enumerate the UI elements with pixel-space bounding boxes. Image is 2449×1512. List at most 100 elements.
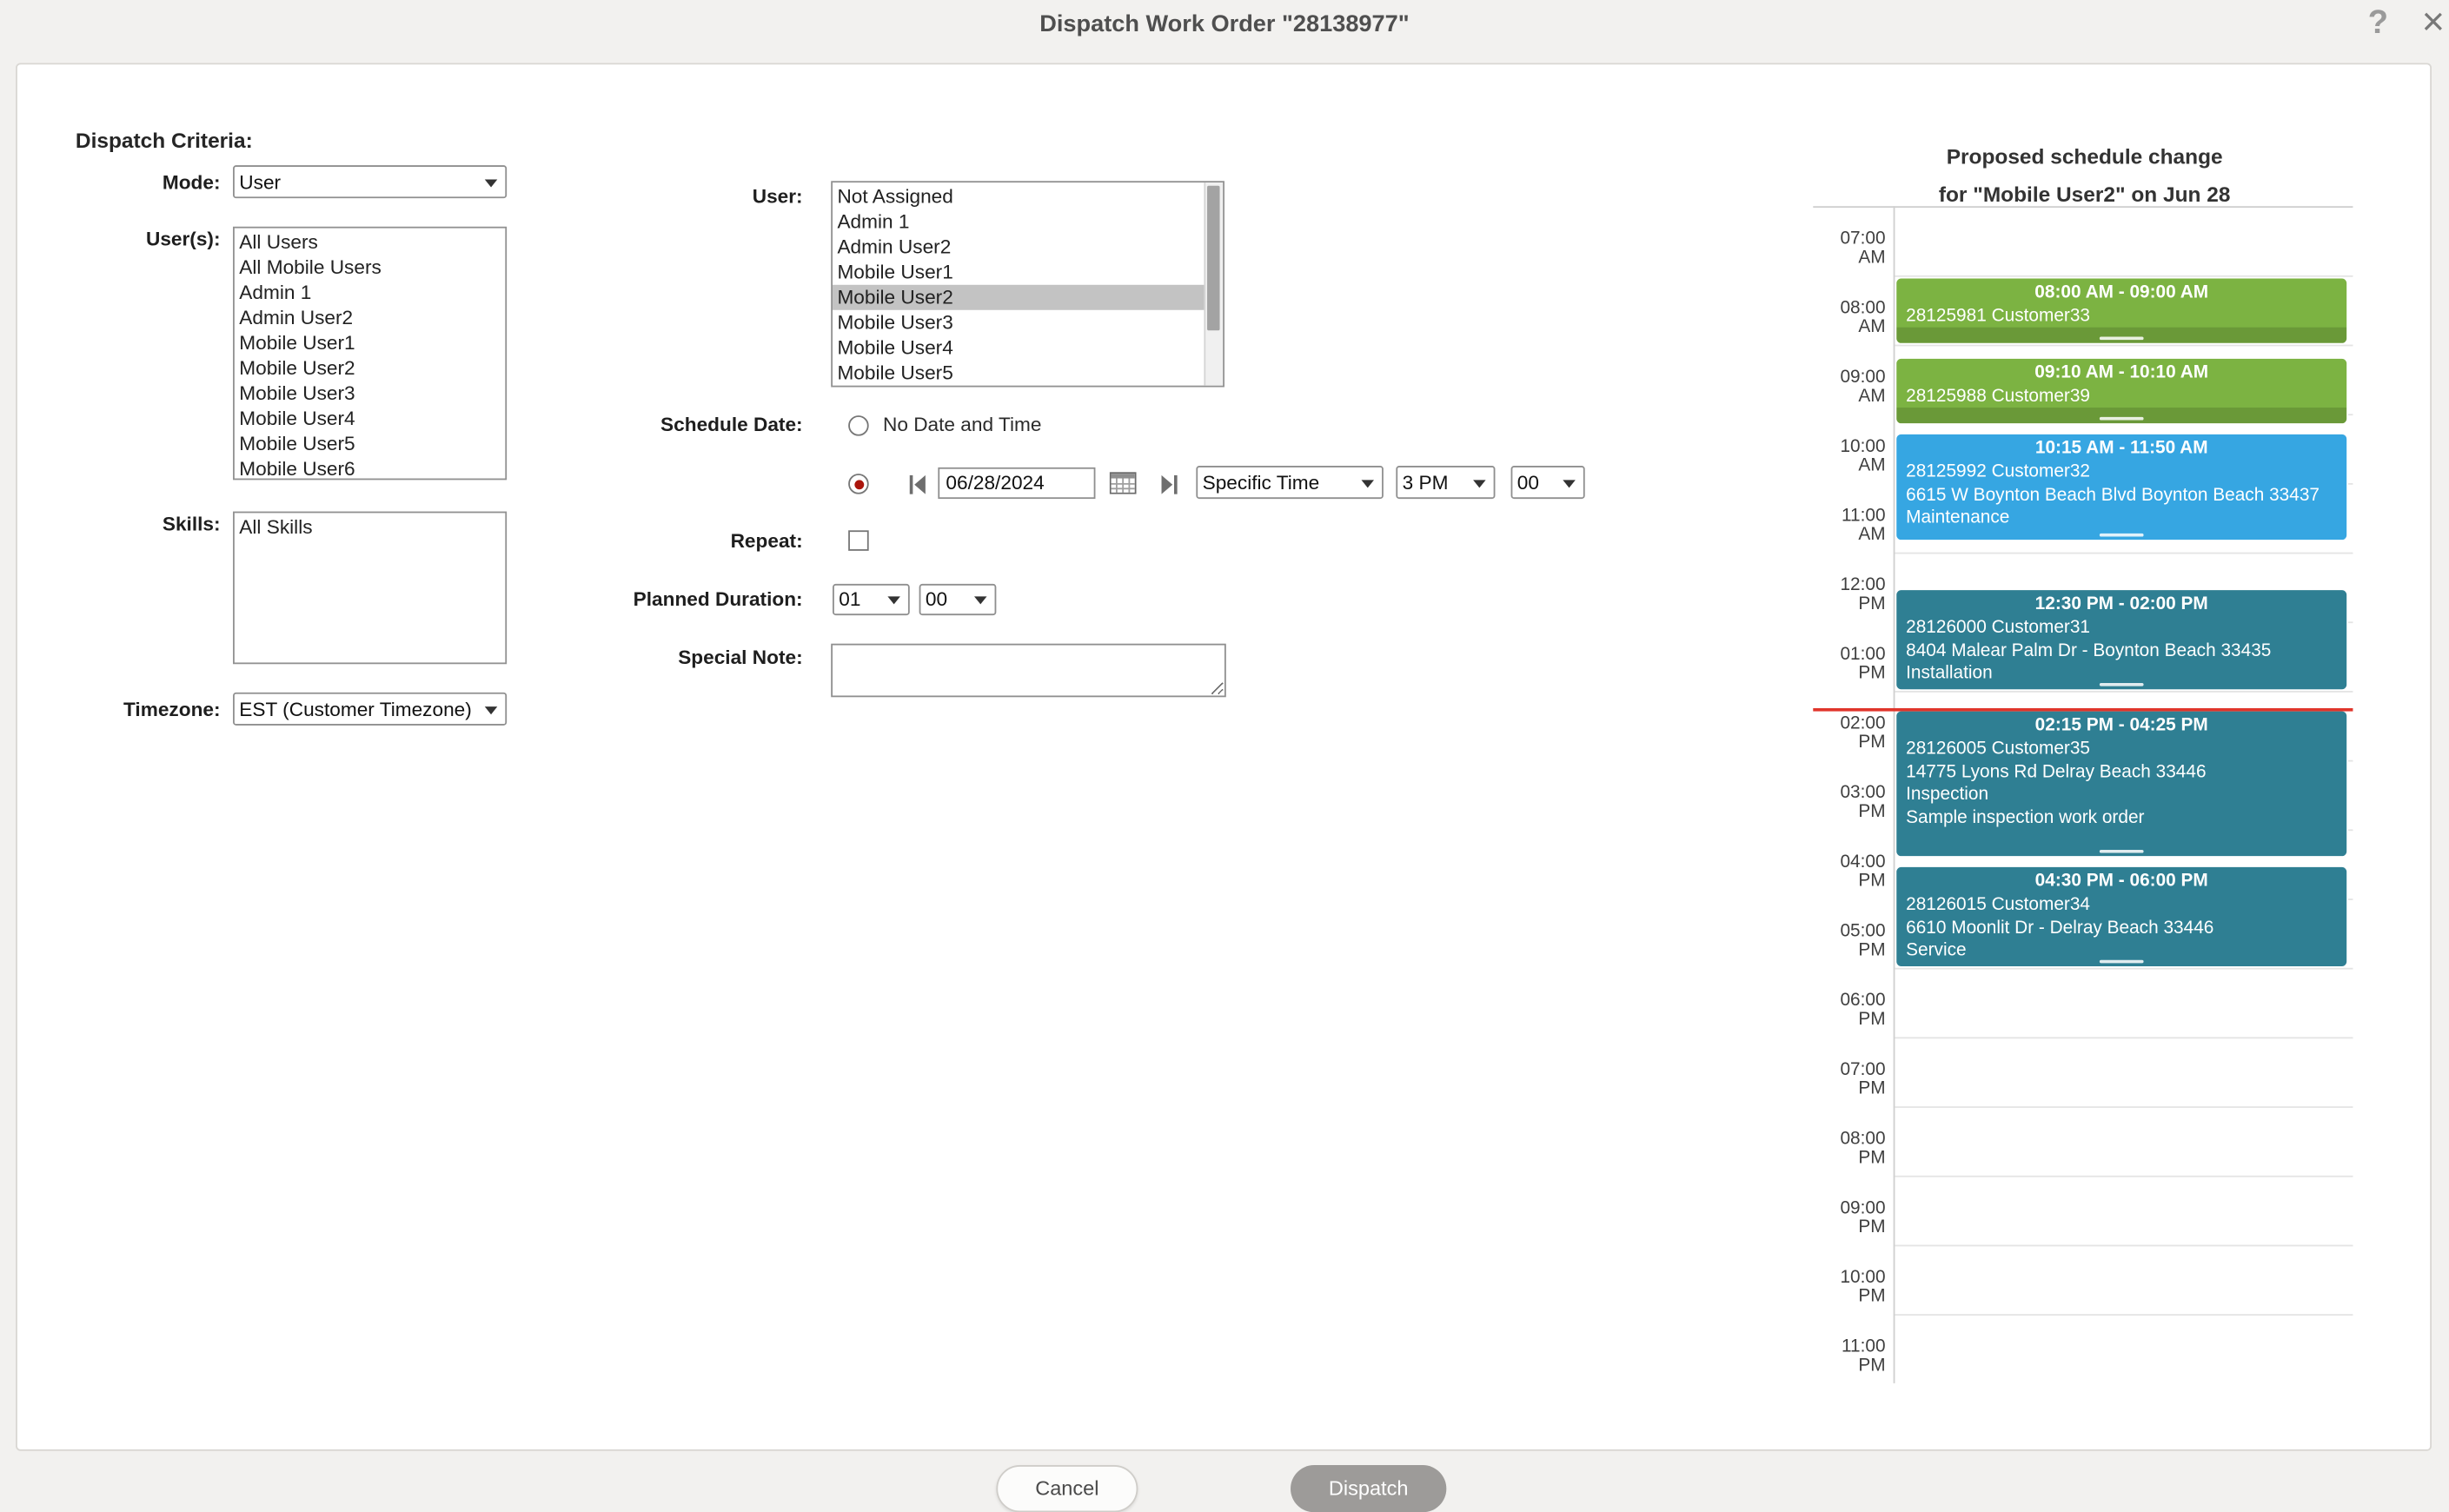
schedule-event[interactable]: 02:15 PM - 04:25 PM 28126005 Customer35 14… — [1895, 709, 2349, 859]
time-label: 04:00 PM — [1840, 852, 1886, 892]
event-resize-handle[interactable] — [2099, 850, 2144, 854]
event-time-range: 08:00 AM - 09:00 AM — [2034, 282, 2209, 302]
list-option[interactable]: Mobile User2 — [833, 284, 1224, 310]
prev-day-icon[interactable] — [908, 474, 927, 501]
schedule-heading-line1: Proposed schedule change — [1946, 144, 2223, 169]
minute-select[interactable]: 00 — [1512, 467, 1583, 498]
event-resize-handle[interactable] — [2099, 336, 2144, 341]
calendar-icon[interactable] — [1109, 470, 1137, 499]
duration-minutes-select[interactable]: 00 — [920, 585, 995, 614]
list-option[interactable]: Admin 1 — [239, 282, 312, 304]
date-input[interactable] — [938, 467, 1096, 500]
event-detail: Service — [1906, 940, 1967, 960]
hour-gridline — [1895, 1037, 2353, 1039]
assign-user-listbox[interactable]: Not Assigned Admin 1 Admin User2 Mobile Use… — [831, 181, 1224, 388]
hour-gridline — [1895, 1175, 2353, 1177]
users-listbox[interactable]: All Users All Mobile Users Admin 1 Admin Us… — [233, 226, 508, 481]
dispatch-criteria-heading: Dispatch Criteria: — [75, 129, 253, 153]
event-detail: 6615 W Boynton Beach Blvd Boynton Beach … — [1906, 485, 2320, 505]
duration-hours-select[interactable]: 01 — [833, 585, 908, 614]
list-option[interactable]: Mobile User6 — [239, 458, 355, 481]
list-option[interactable]: Mobile User3 — [239, 382, 355, 405]
hour-gridline — [1895, 967, 2353, 970]
schedule-event[interactable]: 08:00 AM - 09:00 AM 28125981 Customer33 — [1895, 276, 2349, 345]
event-detail: 28126000 Customer31 — [1906, 618, 2091, 638]
schedule-event[interactable]: 10:15 AM - 11:50 AM 28125992 Customer32 66… — [1895, 433, 2349, 541]
event-time-range: 02:15 PM - 04:25 PM — [2034, 716, 2208, 735]
event-detail: 14775 Lyons Rd Delray Beach 33446 — [1906, 762, 2207, 782]
list-option[interactable]: Admin 1 — [837, 210, 910, 234]
schedule-event[interactable]: 09:10 AM - 10:10 AM 28125988 Customer39 — [1895, 357, 2349, 426]
event-detail: 28126015 Customer34 — [1906, 895, 2091, 915]
time-mode-select-wrapper: Specific Time — [1196, 466, 1384, 500]
list-option[interactable]: Mobile User5 — [239, 433, 355, 455]
scrollbar-thumb[interactable] — [1207, 185, 1220, 331]
page-title: Dispatch Work Order "28138977" — [1039, 10, 1410, 38]
repeat-label: Repeat: — [730, 530, 803, 553]
list-option[interactable]: Mobile User2 — [239, 357, 355, 380]
hour-gridline — [1895, 1244, 2353, 1247]
time-label: 01:00 PM — [1840, 645, 1886, 683]
users-label: User(s): — [145, 228, 221, 250]
skills-listbox[interactable]: All Skills — [233, 511, 508, 665]
repeat-checkbox[interactable] — [848, 530, 869, 551]
close-icon[interactable]: × — [2421, 0, 2446, 44]
event-time-range: 12:30 PM - 02:00 PM — [2034, 594, 2208, 614]
list-option[interactable]: All Users — [239, 231, 318, 254]
no-date-label: No Date and Time — [882, 414, 1042, 436]
schedule-event[interactable]: 12:30 PM - 02:00 PM 28126000 Customer31 84… — [1895, 588, 2349, 692]
special-note-textarea[interactable] — [831, 643, 1226, 698]
list-option[interactable]: Not Assigned — [837, 185, 953, 209]
list-option[interactable]: Admin User2 — [837, 235, 952, 259]
cancel-button[interactable]: Cancel — [996, 1465, 1138, 1512]
event-detail: 28125981 Customer33 — [1906, 307, 2091, 326]
listbox-scrollbar[interactable] — [1204, 182, 1224, 386]
event-resize-handle[interactable] — [2099, 533, 2144, 536]
list-option[interactable]: Mobile User1 — [837, 261, 953, 283]
assign-user-label: User: — [752, 185, 803, 209]
time-label: 11:00 PM — [1841, 1337, 1886, 1376]
list-option[interactable]: Mobile User3 — [837, 311, 953, 334]
time-label: 03:00 PM — [1840, 783, 1886, 822]
minute-select-wrapper: 00 — [1510, 466, 1585, 500]
list-option[interactable]: Mobile User4 — [837, 336, 953, 359]
event-detail: Maintenance — [1906, 507, 2010, 527]
mode-select[interactable]: User — [234, 166, 506, 197]
time-label: 06:00 PM — [1840, 991, 1886, 1030]
time-label: 09:00 PM — [1840, 1198, 1886, 1237]
specific-date-radio[interactable] — [848, 474, 869, 494]
event-resize-handle[interactable] — [2099, 682, 2144, 686]
time-label: 09:00 AM — [1840, 368, 1886, 407]
hour-select[interactable]: 3 PM — [1397, 467, 1494, 498]
special-note-label: Special Note: — [678, 647, 803, 669]
list-option[interactable]: Mobile User4 — [239, 408, 355, 430]
dispatch-button[interactable]: Dispatch — [1291, 1465, 1447, 1512]
next-day-icon[interactable] — [1160, 474, 1179, 501]
list-option[interactable]: Mobile User1 — [239, 332, 355, 355]
list-option[interactable]: All Skills — [239, 516, 313, 539]
time-label: 11:00 AM — [1841, 507, 1886, 545]
mode-label: Mode: — [162, 171, 221, 194]
hour-select-wrapper: 3 PM — [1396, 466, 1496, 500]
event-clipped-content — [1896, 408, 2347, 424]
event-clipped-content — [1896, 327, 2347, 343]
list-option[interactable]: All Mobile Users — [239, 256, 382, 279]
event-detail: Inspection — [1906, 785, 1989, 805]
calendar-grid: 07:00 AM 08:00 AM 09:00 AM 10:00 AM 11:00 AM… — [1813, 206, 2353, 1383]
time-label: 02:00 PM — [1840, 714, 1886, 753]
help-icon[interactable]: ? — [2367, 4, 2389, 42]
time-mode-select[interactable]: Specific Time — [1198, 467, 1383, 498]
hour-gridline — [1895, 1106, 2353, 1108]
list-option[interactable]: Mobile User5 — [837, 361, 953, 384]
timezone-select[interactable]: EST (Customer Timezone) — [234, 693, 506, 725]
event-resize-handle[interactable] — [2099, 959, 2144, 964]
event-detail: 6610 Moonlit Dr - Delray Beach 33446 — [1906, 918, 2214, 938]
schedule-event[interactable]: 04:30 PM - 06:00 PM 28126015 Customer34 66… — [1895, 865, 2349, 968]
event-detail: 28126005 Customer35 — [1906, 739, 2091, 759]
no-date-radio[interactable] — [848, 415, 869, 436]
mode-select-wrapper: User — [233, 165, 508, 199]
event-resize-handle[interactable] — [2099, 417, 2144, 421]
event-detail: 28125988 Customer39 — [1906, 388, 2091, 407]
list-option[interactable]: Admin User2 — [239, 307, 354, 329]
